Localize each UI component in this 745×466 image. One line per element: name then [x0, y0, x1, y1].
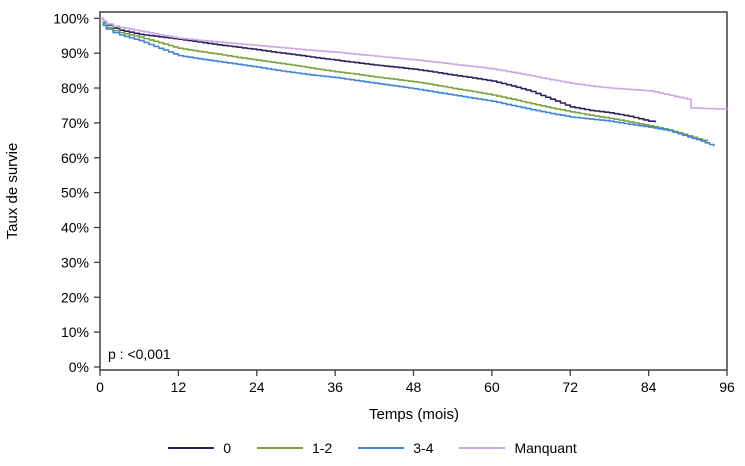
- legend-item-0: 0: [168, 440, 231, 456]
- plot-border: [99, 11, 728, 371]
- legend-line-swatch: [459, 447, 506, 449]
- y-tick-label: 40%: [61, 220, 89, 236]
- legend-label: 3-4: [413, 440, 434, 456]
- y-tick-label: 0%: [69, 359, 89, 375]
- x-tick-label: 24: [249, 379, 265, 395]
- plot-frame: [99, 11, 728, 371]
- legend-line-swatch: [257, 447, 304, 449]
- legend-line-swatch: [168, 447, 215, 449]
- y-tick-label: 60%: [61, 150, 89, 166]
- x-tick-label: 84: [641, 379, 657, 395]
- legend-item-1-2: 1-2: [257, 440, 332, 456]
- series-line-0: [100, 17, 656, 123]
- x-tick-label: 60: [484, 379, 500, 395]
- series-line-1-2: [100, 17, 709, 142]
- x-tick-label: 36: [327, 379, 343, 395]
- x-tick-label: 96: [719, 379, 735, 395]
- y-tick-label: 30%: [61, 254, 89, 270]
- x-tick-label: 0: [96, 379, 104, 395]
- legend-line-swatch: [358, 447, 405, 449]
- x-tick-label: 72: [562, 379, 578, 395]
- y-tick-label: 90%: [61, 45, 89, 61]
- y-tick-label: 70%: [61, 115, 89, 131]
- y-tick-label: 100%: [53, 10, 89, 26]
- legend-label: Manquant: [514, 440, 577, 456]
- p-value-annotation: p : <0,001: [108, 346, 171, 362]
- series-line-Manquant: [100, 17, 728, 110]
- y-tick-label: 10%: [61, 324, 89, 340]
- axis-ticks: 0 12 24 36 48 60 72 84 96 0% 10% 20% 30% 40% 50% 60% 70%…: [53, 10, 735, 395]
- x-axis-label: Temps (mois): [369, 406, 459, 423]
- chart-legend: 0 1-2 3-4 Manquant: [0, 440, 745, 456]
- y-tick-label: 50%: [61, 185, 89, 201]
- series-line-3-4: [100, 17, 715, 147]
- x-tick-label: 48: [406, 379, 422, 395]
- y-tick-label: 80%: [61, 80, 89, 96]
- x-tick-label: 12: [171, 379, 187, 395]
- y-axis-label: Taux de survie: [4, 143, 21, 240]
- legend-label: 1-2: [312, 440, 333, 456]
- legend-label: 0: [223, 440, 232, 456]
- legend-item-3-4: 3-4: [358, 440, 433, 456]
- y-tick-label: 20%: [61, 289, 89, 305]
- legend-item-Manquant: Manquant: [459, 440, 577, 456]
- series-lines: [100, 17, 728, 147]
